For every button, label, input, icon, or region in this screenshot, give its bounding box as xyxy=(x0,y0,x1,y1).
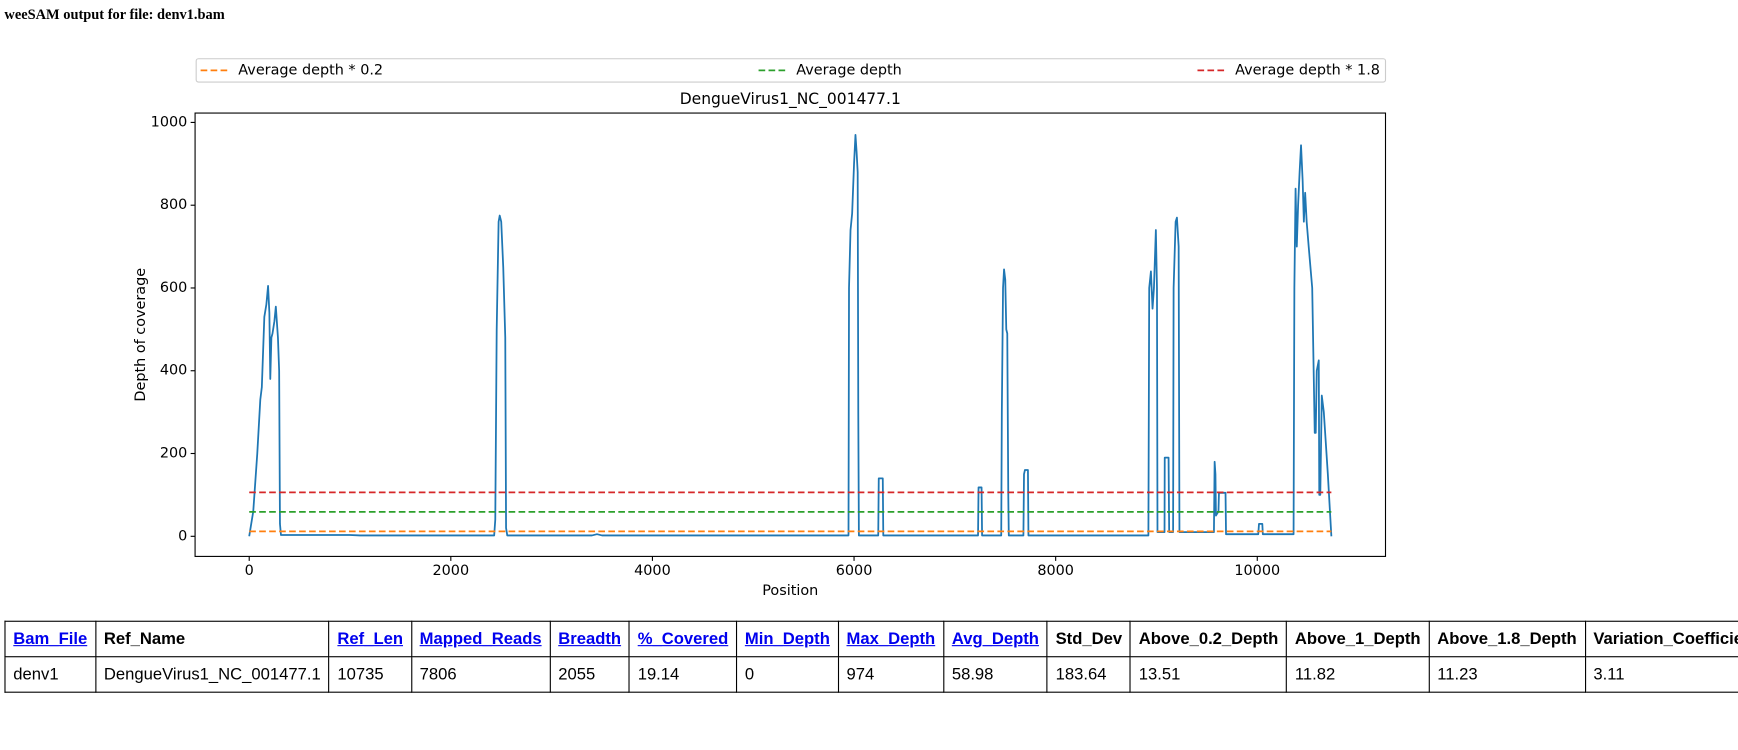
table-cell: 2055 xyxy=(549,656,630,693)
sort-link[interactable]: Mapped_Reads xyxy=(419,629,542,649)
x-tick-label: 4000 xyxy=(634,563,671,579)
sort-link[interactable]: Ref_Len xyxy=(337,629,404,649)
table-cell: 11.82 xyxy=(1286,656,1430,693)
table-body: denv1 DengueVirus1_NC_001477.1 10735 7806 20… xyxy=(4,656,1738,693)
sort-link[interactable]: Max_Depth xyxy=(846,629,936,649)
legend-entry: Average depth * 1.8 xyxy=(1197,62,1380,78)
header-row: Bam_File Ref_Name Ref_Len Mapped_Reads Bread… xyxy=(4,620,1738,658)
x-axis-label: Position xyxy=(762,583,818,599)
header-cell: Min_Depth xyxy=(736,620,839,658)
y-tick-label: 800 xyxy=(160,197,187,213)
header-cell: Above_1_Depth xyxy=(1286,620,1430,658)
legend-label: Average depth xyxy=(796,62,902,78)
y-tick-label: 200 xyxy=(160,446,187,462)
sort-link[interactable]: Min_Depth xyxy=(744,629,830,649)
header-cell: Ref_Len xyxy=(328,620,412,658)
sort-link[interactable]: Breadth xyxy=(558,629,622,649)
y-tick-label: 0 xyxy=(178,528,187,544)
table-cell: 0 xyxy=(736,656,839,693)
x-tick-label: 10000 xyxy=(1234,563,1280,579)
header-cell: Max_Depth xyxy=(837,620,945,658)
sort-link[interactable]: Bam_File xyxy=(13,629,88,649)
x-tick-label: 2000 xyxy=(433,563,470,579)
page-title: weeSAM output for file: denv1.bam xyxy=(4,5,225,23)
table-cell: 3.11 xyxy=(1584,656,1738,693)
header-cell: Above_1.8_Depth xyxy=(1428,620,1586,658)
table-cell: denv1 xyxy=(4,656,97,693)
header-cell: Variation_Coefficient xyxy=(1584,620,1738,658)
table-cell: 11.23 xyxy=(1428,656,1586,693)
y-tick-label: 1000 xyxy=(151,114,188,130)
table-cell: 58.98 xyxy=(942,656,1048,693)
chart: DengueVirus1_NC_001477.1 Position Depth of… xyxy=(133,58,1387,599)
chart-title: DengueVirus1_NC_001477.1 xyxy=(680,90,901,109)
y-tick-label: 600 xyxy=(160,280,187,296)
table-cell: 13.51 xyxy=(1129,656,1288,693)
stats-table: Bam_File Ref_Name Ref_Len Mapped_Reads Bread… xyxy=(4,620,1738,693)
legend-entry: Average depth xyxy=(758,62,902,78)
header-cell: Ref_Name xyxy=(94,620,330,658)
header-cell: Avg_Depth xyxy=(942,620,1048,658)
y-axis-label: Depth of coverage xyxy=(133,268,149,402)
header-cell: Above_0.2_Depth xyxy=(1129,620,1288,658)
legend-box xyxy=(195,58,1387,83)
x-tick-label: 8000 xyxy=(1037,563,1074,579)
table-cell: DengueVirus1_NC_001477.1 xyxy=(94,656,330,693)
data-line xyxy=(248,133,1333,537)
table-cell: 7806 xyxy=(410,656,551,693)
header-cell: Std_Dev xyxy=(1046,620,1132,658)
legend-label: Average depth * 1.8 xyxy=(1235,62,1380,78)
legend-entry: Average depth * 0.2 xyxy=(200,62,383,78)
table-cell: 183.64 xyxy=(1046,656,1132,693)
table-cell: 19.14 xyxy=(628,656,738,693)
table-row: denv1 DengueVirus1_NC_001477.1 10735 7806 20… xyxy=(4,656,1738,693)
legend-label: Average depth * 0.2 xyxy=(238,62,383,78)
table-cell: 10735 xyxy=(328,656,412,693)
x-tick-label: 0 xyxy=(245,563,254,579)
header-cell: Bam_File xyxy=(4,620,97,658)
plot-frame xyxy=(194,112,1387,557)
x-tick-label: 6000 xyxy=(836,563,873,579)
header-cell: Breadth xyxy=(549,620,630,658)
header-cell: %_Covered xyxy=(628,620,738,658)
y-tick-label: 400 xyxy=(160,363,187,379)
sort-link[interactable]: Avg_Depth xyxy=(951,629,1039,649)
header-cell: Mapped_Reads xyxy=(410,620,551,658)
sort-link[interactable]: %_Covered xyxy=(637,629,729,649)
table-cell: 974 xyxy=(837,656,945,693)
